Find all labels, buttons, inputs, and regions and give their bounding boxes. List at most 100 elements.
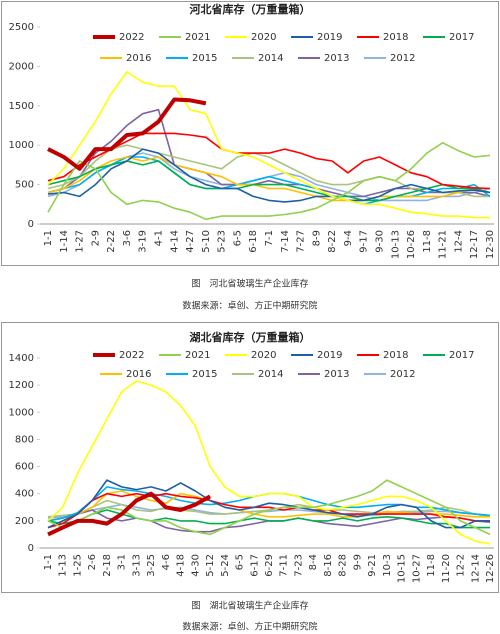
x-tick-label: 9-17 <box>359 230 370 253</box>
x-tick-label: 4-30 <box>190 554 201 577</box>
x-tick-label: 8-28 <box>338 554 349 577</box>
legend-label: 2020 <box>251 350 276 361</box>
x-tick-label: 2-6 <box>87 554 98 570</box>
x-tick-label: 10-27 <box>411 554 422 583</box>
series-line <box>47 97 207 171</box>
x-tick-label: 9-30 <box>375 230 386 253</box>
x-tick-label: 6-18 <box>248 230 259 253</box>
y-tick-label: 1000 <box>9 407 34 418</box>
legend-label: 2020 <box>251 32 276 43</box>
x-tick-label: 3-6 <box>122 230 133 246</box>
x-tick-label: 4-6 <box>161 554 172 570</box>
y-tick-label: 600 <box>15 462 34 473</box>
legend-label: 2019 <box>317 350 342 361</box>
series-line <box>47 479 491 536</box>
x-tick-label: 1-27 <box>75 230 86 253</box>
x-tick-label: 10-13 <box>390 230 401 259</box>
x-tick-label: 5-10 <box>201 230 212 253</box>
series-line <box>47 144 490 198</box>
x-tick-label: 7-1 <box>264 230 275 246</box>
x-tick-label: 12-4 <box>453 230 464 253</box>
x-tick-label: 12-30 <box>485 230 496 259</box>
y-tick-label: 0 <box>28 543 34 554</box>
y-tick-label: 1500 <box>9 101 34 112</box>
series-line <box>47 492 490 529</box>
x-tick-label: 10-15 <box>397 554 408 583</box>
x-tick-label: 6-5 <box>235 554 246 570</box>
y-tick-label: 1400 <box>9 353 34 364</box>
series-line <box>47 491 212 537</box>
series-line <box>47 142 491 221</box>
x-tick-label: 5-24 <box>220 554 231 577</box>
chart-title: 河北省库存（万重量箱） <box>190 2 311 16</box>
x-tick-label: 5-23 <box>217 230 228 253</box>
x-tick-label: 1-1 <box>43 554 54 570</box>
x-tick-label: 10-26 <box>406 230 417 259</box>
chart-title: 湖北省库存（万重量箱） <box>190 330 311 344</box>
y-tick-label: 500 <box>15 180 34 191</box>
series-line <box>47 148 491 203</box>
x-tick-label: 8-22 <box>327 230 338 253</box>
source: 数据来源：卓创、方正中期研究院 <box>182 621 317 633</box>
x-tick-label: 7-14 <box>280 230 291 253</box>
legend-label: 2018 <box>383 32 408 43</box>
legend-label: 2022 <box>119 32 144 43</box>
chart-frame <box>1 1 499 266</box>
x-tick-label: 8-16 <box>323 554 334 577</box>
x-tick-label: 6-29 <box>264 554 275 577</box>
legend-label: 2012 <box>390 53 415 64</box>
y-tick-label: 1200 <box>9 380 34 391</box>
series-line <box>47 108 491 198</box>
x-tick-label: 1-13 <box>58 554 69 577</box>
x-tick-label: 12-17 <box>469 230 480 259</box>
x-tick-label: 1-14 <box>59 230 70 253</box>
legend-label: 2014 <box>258 53 283 64</box>
x-tick-label: 3-13 <box>131 554 142 577</box>
legend-label: 2021 <box>185 350 210 361</box>
legend-label: 2022 <box>119 350 144 361</box>
x-tick-label: 7-11 <box>279 554 290 577</box>
legend-label: 2012 <box>390 369 415 380</box>
x-tick-label: 6-17 <box>249 554 260 577</box>
x-tick-label: 11-21 <box>438 230 449 259</box>
legend-label: 2013 <box>324 53 349 64</box>
legend-label: 2019 <box>317 32 342 43</box>
x-tick-label: 7-23 <box>293 554 304 577</box>
x-tick-label: 9-9 <box>352 554 363 570</box>
y-tick-label: 400 <box>15 489 34 500</box>
x-tick-label: 2-9 <box>90 230 101 246</box>
chart-frame <box>1 322 499 593</box>
x-tick-label: 6-5 <box>232 230 243 246</box>
x-tick-label: 8-4 <box>308 554 319 570</box>
series-line <box>47 132 491 190</box>
caption: 图 河北省玻璃生产企业库存 <box>191 278 308 290</box>
x-tick-label: 7-27 <box>296 230 307 253</box>
legend-label: 2014 <box>258 369 283 380</box>
caption: 图 湖北省玻璃生产企业库存 <box>191 600 308 612</box>
legend-label: 2016 <box>126 369 151 380</box>
y-tick-label: 800 <box>15 434 34 445</box>
x-tick-label: 3-19 <box>138 230 149 253</box>
x-tick-label: 12-26 <box>485 554 496 583</box>
x-tick-label: 9-4 <box>343 230 354 246</box>
y-tick-label: 200 <box>15 516 34 527</box>
y-tick-label: 2000 <box>9 61 34 72</box>
x-tick-label: 10-3 <box>382 554 393 577</box>
legend-label: 2015 <box>192 53 217 64</box>
x-tick-label: 1-1 <box>43 230 54 246</box>
legend-label: 2017 <box>449 32 474 43</box>
legend-label: 2018 <box>383 350 408 361</box>
legend-label: 2016 <box>126 53 151 64</box>
x-tick-label: 3-1 <box>117 554 128 570</box>
legend-label: 2015 <box>192 369 217 380</box>
legend-label: 2017 <box>449 350 474 361</box>
series-line <box>47 380 491 545</box>
x-tick-label: 8-9 <box>311 230 322 246</box>
series-line <box>47 160 491 202</box>
legend-label: 2021 <box>185 32 210 43</box>
y-tick-label: 0 <box>28 219 34 230</box>
x-tick-label: 12-14 <box>470 554 481 583</box>
source: 数据来源：卓创、方正中期研究院 <box>182 300 317 312</box>
series-line <box>47 479 490 529</box>
